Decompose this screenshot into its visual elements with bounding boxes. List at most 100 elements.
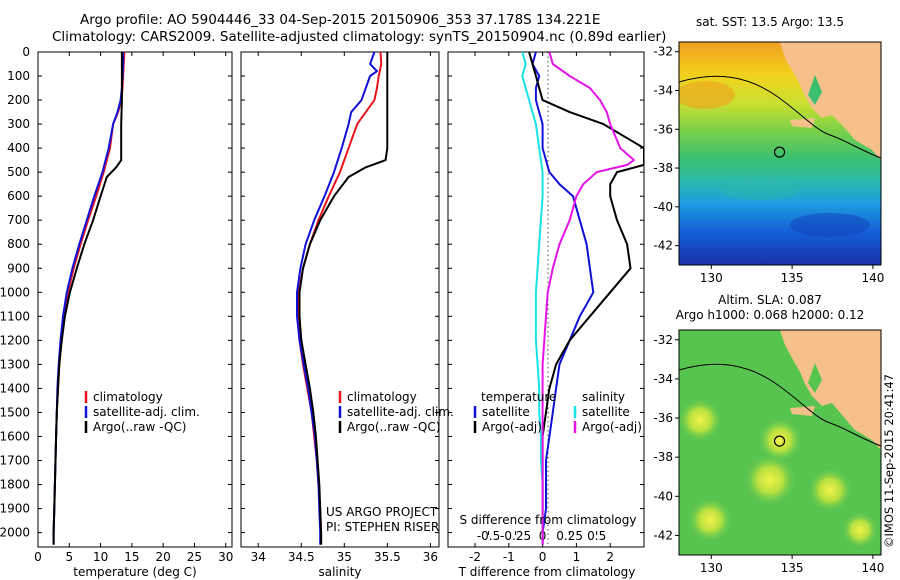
- land-mass: [780, 42, 881, 160]
- depth-tick-label: 1100: [0, 309, 30, 323]
- depth-tick-label: 800: [7, 237, 30, 251]
- depth-tick-label: 600: [7, 189, 30, 203]
- x-tick-label: 25: [187, 550, 202, 564]
- map-y-tick-label: -36: [653, 411, 673, 425]
- sst-patch: [720, 180, 800, 200]
- sla-map-title: Altim. SLA: 0.087: [718, 293, 822, 307]
- sst-map-image: [679, 42, 881, 265]
- x-tick-label: 15: [124, 550, 139, 564]
- series-line: [296, 52, 378, 545]
- map-x-tick-label: 135: [781, 271, 804, 285]
- legend-label-climatology: climatology: [347, 390, 417, 404]
- depth-axis-ticks: 0 100 200 300 400 500 600 700 800 900 1000 1100 1200…: [0, 45, 644, 540]
- s-tick-label: -0.5: [477, 529, 500, 543]
- map-y-tick-label: -40: [653, 489, 673, 503]
- bathymetry-contour: [679, 363, 881, 447]
- sla-high-patch: [758, 418, 802, 462]
- series-line: [52, 52, 125, 545]
- series-line: [296, 52, 383, 545]
- s-difference-label: S difference from climatology: [460, 513, 637, 527]
- x-tick-label: 30: [218, 550, 233, 564]
- bathymetry-contour: [679, 75, 881, 159]
- legend-title-salinity: salinity: [582, 390, 625, 404]
- map-x-tick-label: 130: [700, 271, 723, 285]
- difference-lines: [521, 52, 644, 545]
- salinity-x-ticks: 34 34.5 35 35.5 36: [251, 52, 438, 564]
- sla-high-patch: [842, 512, 878, 548]
- s-difference-x-ticks: -0.5 -0.25 0 0.25 0.5: [477, 529, 606, 543]
- x-tick-label: 5: [65, 550, 73, 564]
- depth-tick-label: 1900: [0, 502, 30, 516]
- depth-tick-label: 0: [22, 45, 30, 59]
- depth-tick-label: 1600: [0, 429, 30, 443]
- t-difference-x-ticks: -2 -1 0 1 2: [469, 52, 614, 564]
- sla-map-subtitle: Argo h1000: 0.068 h2000: 0.12: [676, 308, 865, 322]
- temperature-xlabel: temperature (deg C): [73, 565, 196, 579]
- depth-tick-label: 900: [7, 261, 30, 275]
- gulf-water: [808, 363, 822, 393]
- legend-label-satellite: satellite-adj. clim.: [93, 405, 200, 419]
- island: [790, 406, 815, 416]
- temperature-lines: [52, 52, 126, 545]
- sst-map-title: sat. SST: 13.5 Argo: 13.5: [696, 15, 844, 29]
- depth-tick-label: 2000: [0, 526, 30, 540]
- s-tick-label: -0.25: [500, 529, 531, 543]
- map-y-tick-label: -42: [653, 239, 673, 253]
- depth-tick-label: 400: [7, 141, 30, 155]
- series-line: [541, 52, 635, 545]
- pi-label: PI: STEPHEN RISER: [326, 520, 439, 534]
- map-y-tick-label: -32: [653, 45, 673, 59]
- project-label: US ARGO PROJECT: [326, 505, 438, 519]
- land-mass: [780, 330, 881, 450]
- series-line: [531, 52, 595, 545]
- depth-tick-label: 300: [7, 117, 30, 131]
- legend-label-s-satellite: satellite: [582, 405, 630, 419]
- map-y-tick-label: -32: [653, 333, 673, 347]
- x-tick-label: 34.5: [288, 550, 315, 564]
- temperature-axes: [37, 51, 233, 548]
- figure-title-line2: Climatology: CARS2009. Satellite-adjuste…: [52, 29, 667, 45]
- temperature-legend: climatology satellite-adj. clim. Argo(..…: [84, 390, 200, 434]
- x-tick-label: 36: [423, 550, 438, 564]
- legend-label-satellite: satellite-adj. clim.: [347, 405, 454, 419]
- sst-map-frame: [678, 41, 882, 266]
- x-tick-label: 20: [156, 550, 171, 564]
- x-tick-label: 10: [93, 550, 108, 564]
- sla-high-patch: [808, 468, 852, 512]
- salinity-lines: [296, 52, 389, 545]
- map-y-tick-label: -34: [653, 83, 673, 97]
- x-tick-label: 1: [573, 550, 581, 564]
- map-y-tick-label: -36: [653, 122, 673, 136]
- sla-map-image: [679, 330, 881, 555]
- map-y-tick-label: -40: [653, 200, 673, 214]
- depth-tick-label: 1500: [0, 405, 30, 419]
- series-line: [521, 52, 544, 545]
- sst-map-ticks: 130 135 140 -32 -34 -36 -38 -40 -42: [653, 45, 884, 285]
- island: [790, 118, 815, 128]
- sla-map-frame: [678, 329, 882, 556]
- depth-tick-label: 200: [7, 93, 30, 107]
- series-line: [298, 52, 389, 545]
- sla-high-patch: [688, 498, 732, 542]
- legend-label-s-argo: Argo(-adj): [582, 420, 642, 434]
- x-tick-label: 34: [251, 550, 266, 564]
- x-tick-label: 2: [606, 550, 614, 564]
- depth-tick-label: 1300: [0, 357, 30, 371]
- x-tick-label: 0: [34, 550, 42, 564]
- legend-title-temperature: temperature: [481, 390, 556, 404]
- x-tick-label: 35.5: [374, 550, 401, 564]
- t-difference-xlabel: T difference from climatology: [458, 565, 636, 579]
- legend-label-argo: Argo(..raw -QC): [93, 420, 186, 434]
- sla-high-patch: [744, 454, 796, 506]
- legend-label-t-satellite: satellite: [482, 405, 530, 419]
- argo-location-marker: [773, 146, 786, 158]
- depth-tick-label: 1400: [0, 381, 30, 395]
- map-y-tick-label: -42: [653, 528, 673, 542]
- s-tick-label: 0.5: [587, 529, 606, 543]
- difference-legend: temperature salinity satellite Argo(-adj…: [473, 390, 642, 434]
- x-tick-label: -1: [503, 550, 515, 564]
- sla-high-patch: [679, 398, 722, 442]
- depth-tick-label: 100: [7, 69, 30, 83]
- depth-tick-label: 700: [7, 213, 30, 227]
